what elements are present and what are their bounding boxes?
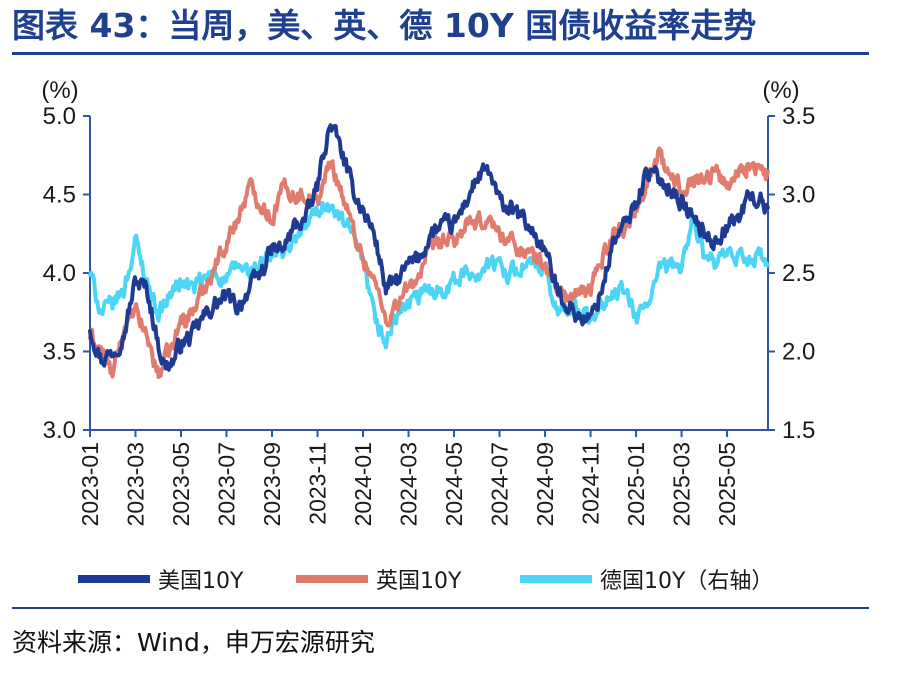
x-tick-label: 2023-01 [77,442,103,526]
chart-legend: 美国10Y 英国10Y 德国10Y（右轴） [78,569,773,594]
series-line-us10y [88,123,770,372]
right-y-tick-label: 1.5 [782,417,815,444]
x-tick-label: 2024-01 [350,442,376,526]
left-y-tick-label: 4.5 [43,182,76,209]
x-tick-label: 2024-05 [441,442,467,526]
title-rule [12,52,869,55]
chart-lines [88,123,770,379]
x-tick-label: 2024-07 [487,442,513,526]
x-tick-label: 2025-05 [714,442,740,526]
x-tick-label: 2025-03 [669,442,695,526]
x-tick-label: 2024-09 [532,442,558,526]
left-y-tick-label: 5.0 [43,103,76,130]
right-y-tick-label: 3.0 [782,182,815,209]
right-y-tick-label: 3.5 [782,103,815,130]
yield-chart: 3.03.54.04.55.0(%)1.52.02.53.03.5(%)2023… [41,77,815,594]
x-tick-label: 2023-03 [123,442,149,526]
x-tick-label: 2023-09 [259,442,285,526]
x-tick-label: 2025-01 [623,442,649,526]
x-tick-label: 2023-05 [168,442,194,526]
chart-title: 图表 43：当周，美、英、德 10Y 国债收益率走势 [12,6,757,45]
source-note: 资料来源：Wind，申万宏源研究 [12,628,375,657]
right-y-tick-label: 2.0 [782,339,815,366]
series-line-de10y [88,200,770,350]
left-y-tick-label: 3.5 [43,339,76,366]
legend-label-de10y: 德国10Y（右轴） [600,569,773,594]
x-tick-label: 2023-07 [214,442,240,526]
left-y-unit-label: (%) [41,77,78,104]
x-tick-label: 2024-11 [578,442,604,525]
left-y-tick-label: 4.0 [43,260,76,287]
footer-rule [12,607,869,609]
legend-label-us10y: 美国10Y [158,569,244,594]
x-tick-label: 2023-11 [305,442,331,525]
chart-axes: 3.03.54.04.55.0(%)1.52.02.53.03.5(%)2023… [41,77,815,526]
right-y-tick-label: 2.5 [782,260,815,287]
left-y-tick-label: 3.0 [43,417,76,444]
legend-label-uk10y: 英国10Y [376,569,462,594]
right-y-unit-label: (%) [762,77,799,104]
x-tick-label: 2024-03 [396,442,422,526]
